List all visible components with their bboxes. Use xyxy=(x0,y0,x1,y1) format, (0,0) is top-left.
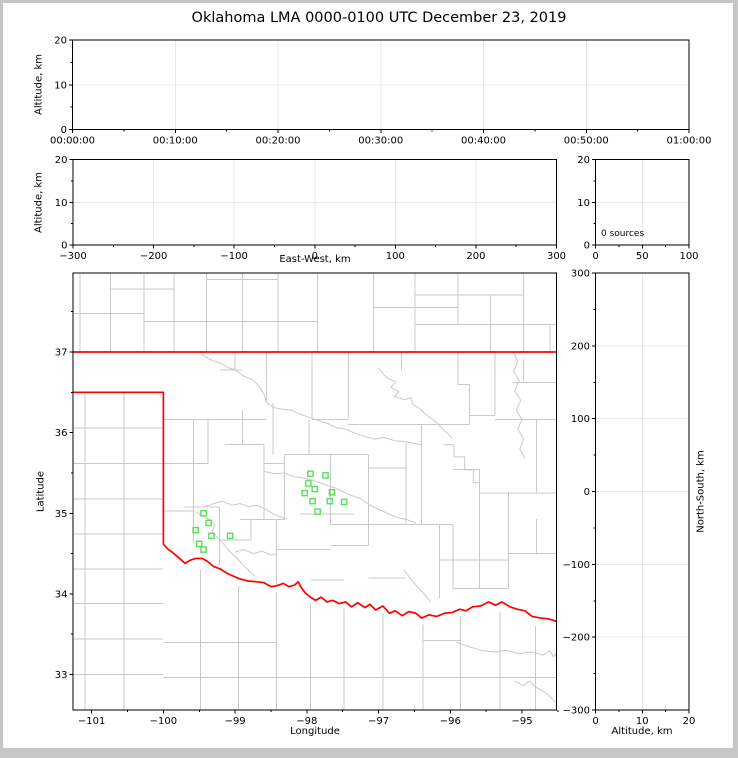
lma-station-marker xyxy=(192,526,199,534)
panel-alt-time-ticks xyxy=(69,39,690,133)
east-west-xlabel: East-West, km xyxy=(279,254,351,265)
tick-label: 00:30:00 xyxy=(358,136,403,147)
panel-map-tick-labels: −101 −100 −99 −98 −97 −96 −95 33 34 35 36 37 xyxy=(55,348,533,727)
panel-source-histogram-ticks xyxy=(592,159,690,249)
gridlines-panel-alt-ew xyxy=(72,159,557,246)
lma-station-markers xyxy=(192,470,348,553)
tick-label: 50 xyxy=(636,251,649,262)
tick-label: 0 xyxy=(584,241,590,252)
lma-station-marker xyxy=(309,497,316,505)
panel-source-histogram-tick-labels: 0 50 100 0 10 20 xyxy=(577,155,698,262)
tick-label: 00:20:00 xyxy=(256,136,301,147)
state-border-lines xyxy=(73,351,557,623)
tick-label: 20 xyxy=(54,36,67,47)
panel-alt-ns-tick-labels: 0 10 20 −300 −200 −100 0 100 200 300 xyxy=(563,269,696,728)
tick-label: 100 xyxy=(679,251,698,262)
tick-label: 10 xyxy=(636,716,649,727)
tick-label: 34 xyxy=(55,589,68,600)
north-south-ylabel: North-South, km xyxy=(695,450,707,533)
tick-label: 100 xyxy=(386,251,405,262)
tick-label: −200 xyxy=(140,251,167,262)
panel-alt-ew-ticks xyxy=(69,159,557,249)
plot-title: Oklahoma LMA 0000-0100 UTC December 23, … xyxy=(191,10,567,26)
tick-label: 0 xyxy=(592,716,598,727)
lma-station-marker xyxy=(304,480,312,487)
lma-station-marker xyxy=(200,546,207,553)
tick-label: 10 xyxy=(55,198,68,209)
lma-station-marker xyxy=(314,508,321,515)
lma-station-marker xyxy=(326,497,334,505)
tick-label: −200 xyxy=(563,633,590,644)
tick-label: −300 xyxy=(563,706,590,717)
tick-label: 100 xyxy=(571,414,590,425)
tick-label: −99 xyxy=(225,716,246,727)
panel-map-frame xyxy=(72,272,557,711)
tick-label: 200 xyxy=(466,251,485,262)
tick-label: 00:10:00 xyxy=(153,136,198,147)
tick-label: 0 xyxy=(61,241,67,252)
tick-label: 20 xyxy=(577,155,590,166)
tick-label: −300 xyxy=(59,251,86,262)
lma-station-marker xyxy=(311,485,319,493)
tick-label: −95 xyxy=(512,716,533,727)
tick-label: 0 xyxy=(61,125,67,136)
tick-label: 10 xyxy=(577,198,590,209)
tick-label: −100 xyxy=(220,251,247,262)
tick-label: 00:40:00 xyxy=(461,136,506,147)
tick-label: 33 xyxy=(55,670,68,681)
alt-time-ylabel: Altitude, km xyxy=(33,54,45,115)
lma-station-marker xyxy=(195,540,203,548)
lma-station-marker xyxy=(205,519,212,527)
source-count-annotation: 0 sources xyxy=(601,229,645,239)
alt-ew-ylabel: Altitude, km xyxy=(33,172,45,233)
tick-label: 36 xyxy=(55,428,68,439)
lma-station-marker xyxy=(301,489,309,497)
map-xlabel: Longitude xyxy=(290,726,340,737)
lma-station-marker xyxy=(322,472,329,479)
tick-label: 35 xyxy=(55,509,68,520)
tick-label: 0 xyxy=(592,251,598,262)
tick-label: −100 xyxy=(150,716,177,727)
panel-map-ticks xyxy=(69,311,559,714)
panel-alt-ew-tick-labels: −300 −200 −100 0 100 200 300 0 10 20 xyxy=(55,155,566,262)
tick-label: 00:00:00 xyxy=(50,136,95,147)
gridlines-panel-alt-ns xyxy=(595,272,690,711)
map-content xyxy=(73,273,557,710)
alt-ns-xlabel: Altitude, km xyxy=(611,726,673,737)
figure-background xyxy=(3,3,733,748)
river-lines xyxy=(195,351,557,704)
tick-label: 00:50:00 xyxy=(564,136,609,147)
tick-label: −97 xyxy=(368,716,389,727)
tick-label: 01:00:00 xyxy=(667,136,712,147)
tick-label: 200 xyxy=(571,341,590,352)
tick-label: −101 xyxy=(78,716,105,727)
panel-alt-time-tick-labels: 00:00:00 00:10:00 00:20:00 00:30:00 00:40:00… xyxy=(50,36,711,147)
lma-station-marker xyxy=(226,532,234,540)
gridlines-panel-alt-time xyxy=(72,39,690,130)
tick-label: 0 xyxy=(584,487,590,498)
lma-station-marker xyxy=(328,489,336,496)
tick-label: 20 xyxy=(683,716,696,727)
tick-label: 20 xyxy=(55,155,68,166)
tick-label: 10 xyxy=(54,80,67,91)
lma-station-marker xyxy=(307,470,314,478)
lma-station-marker xyxy=(200,509,207,517)
lma-station-marker xyxy=(208,532,215,540)
map-ylabel: Latitude xyxy=(35,470,47,513)
tick-label: 37 xyxy=(55,348,68,359)
panel-alt-ns-ticks xyxy=(592,272,690,714)
tick-label: −98 xyxy=(296,716,317,727)
tick-label: 300 xyxy=(571,269,590,280)
tick-label: 300 xyxy=(547,251,566,262)
tick-label: −96 xyxy=(440,716,461,727)
tick-label: −100 xyxy=(563,560,590,571)
county-lines xyxy=(73,273,557,710)
tick-label: 0 xyxy=(312,251,318,262)
lma-station-marker xyxy=(340,498,348,506)
